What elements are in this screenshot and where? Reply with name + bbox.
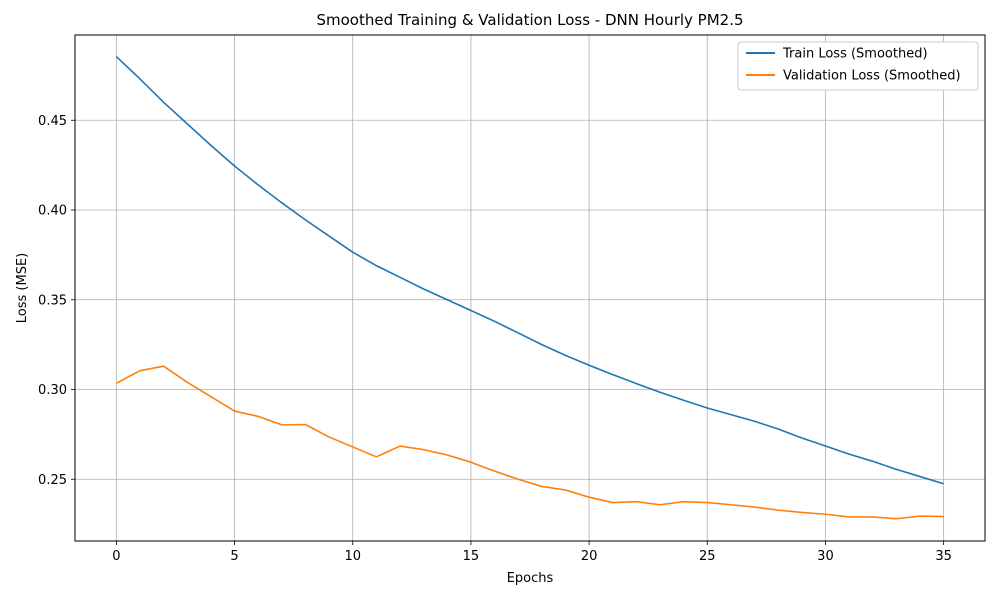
- y-tick-label: 0.35: [38, 293, 67, 308]
- x-tick-label: 0: [112, 549, 120, 564]
- series-lines: [115, 55, 944, 520]
- x-axis-label: Epochs: [507, 571, 554, 586]
- legend-box: [737, 41, 979, 91]
- plot-frame: [74, 34, 986, 542]
- legend: Train Loss (Smoothed) Validation Loss (S…: [737, 41, 979, 91]
- y-axis-ticks: 0.25 0.30 0.35 0.40 0.45: [38, 114, 75, 488]
- y-tick-label: 0.30: [38, 383, 67, 398]
- x-axis-ticks: 0 5 10 15 20 25 30 35: [112, 541, 952, 564]
- x-tick-label: 25: [699, 549, 716, 564]
- x-tick-label: 15: [463, 549, 480, 564]
- y-tick-label: 0.25: [38, 473, 67, 488]
- x-tick-label: 5: [230, 549, 238, 564]
- legend-label-validation: Validation Loss (Smoothed): [783, 69, 961, 84]
- y-tick-label: 0.45: [38, 114, 67, 129]
- x-tick-label: 30: [817, 549, 834, 564]
- x-tick-label: 10: [344, 549, 361, 564]
- series-line-validation: [115, 365, 944, 520]
- series-line-train: [115, 55, 944, 485]
- y-axis-label: Loss (MSE): [15, 253, 30, 323]
- chart-title: Smoothed Training & Validation Loss - DN…: [316, 11, 743, 29]
- grid-lines: [75, 35, 985, 541]
- x-tick-label: 20: [581, 549, 598, 564]
- y-tick-label: 0.40: [38, 204, 67, 219]
- x-tick-label: 35: [935, 549, 952, 564]
- legend-label-train: Train Loss (Smoothed): [782, 47, 928, 62]
